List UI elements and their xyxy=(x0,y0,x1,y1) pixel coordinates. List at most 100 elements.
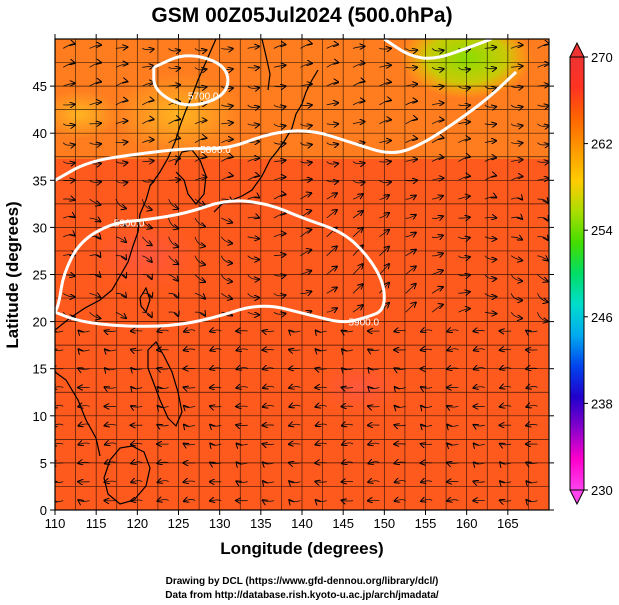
coastline-philippines xyxy=(147,341,183,428)
streamline-250 xyxy=(142,255,152,262)
streamline-27 xyxy=(263,481,275,483)
colorbar-body xyxy=(569,56,585,491)
streamline-377 xyxy=(484,141,496,143)
streamline-157 xyxy=(184,349,196,350)
contour-label: 5900.0 xyxy=(348,318,379,329)
streamline-164 xyxy=(368,349,380,350)
streamline-303 xyxy=(537,218,548,221)
streamline-108 xyxy=(395,406,406,408)
streamline-22 xyxy=(131,481,143,483)
y-tick-label: 30 xyxy=(33,220,47,235)
streamline-308 xyxy=(168,198,179,209)
streamline-176 xyxy=(184,330,196,332)
streamline-311 xyxy=(247,197,259,200)
streamline-95 xyxy=(55,405,64,407)
x-axis-label: Longitude (degrees) xyxy=(220,539,383,558)
streamline-179 xyxy=(263,331,275,332)
contour-line-2 xyxy=(55,199,386,328)
streamline-345 xyxy=(142,161,153,162)
streamline-307 xyxy=(141,199,152,210)
x-tick-label: 140 xyxy=(291,516,313,531)
streamline-241 xyxy=(405,266,416,275)
streamline-217 xyxy=(273,293,286,296)
streamline-367 xyxy=(221,139,233,143)
streamline-8 xyxy=(263,500,275,501)
streamline-416 xyxy=(510,105,522,108)
streamline-459 xyxy=(142,48,153,49)
streamline-6 xyxy=(210,500,222,501)
streamline-152 xyxy=(55,350,64,351)
streamline-30 xyxy=(342,481,354,482)
streamline-358 xyxy=(484,158,496,162)
streamline-469 xyxy=(405,48,418,50)
streamline-186 xyxy=(447,330,459,332)
colorbar-tick-label: 230 xyxy=(591,483,613,498)
streamline-221 xyxy=(379,283,389,294)
streamline-185 xyxy=(421,330,433,332)
streamline-166 xyxy=(421,349,433,350)
colorbar-tick-label: 270 xyxy=(591,50,613,65)
streamline-335 xyxy=(379,180,391,182)
x-tick-label: 125 xyxy=(168,516,190,531)
streamline-298 xyxy=(405,215,416,218)
streamline-271 xyxy=(194,236,205,247)
streamline-379 xyxy=(537,143,549,145)
streamline-380 xyxy=(62,124,74,126)
streamline-371 xyxy=(326,143,339,145)
geopotential-contour-layer: 5700.0 5800.0 5900.0 5900.0 xyxy=(55,39,518,329)
y-tick-label: 20 xyxy=(33,315,47,330)
streamline-273 xyxy=(247,237,259,239)
streamline-272 xyxy=(220,236,232,244)
streamline-440 xyxy=(142,66,153,67)
streamline-342 xyxy=(62,162,74,164)
streamline-76 xyxy=(55,424,64,426)
streamline-131 xyxy=(500,386,512,388)
streamline-117 xyxy=(131,387,143,389)
streamline-453 xyxy=(484,67,496,68)
streamline-274 xyxy=(273,234,286,238)
streamline-219 xyxy=(326,287,337,294)
colorbar-top-arrow xyxy=(569,41,585,58)
streamline-389 xyxy=(300,124,311,126)
y-tick-label: 35 xyxy=(33,173,47,188)
streamline-331 xyxy=(273,177,286,181)
streamline-107 xyxy=(368,406,380,407)
streamline-244 xyxy=(484,274,497,279)
streamline-360 xyxy=(537,162,549,163)
streamline-177 xyxy=(210,330,222,331)
streamline-425 xyxy=(247,86,259,88)
streamline-182 xyxy=(342,331,354,332)
x-tick-label: 160 xyxy=(456,516,478,531)
coastline-layer xyxy=(55,39,319,505)
streamline-270 xyxy=(168,236,179,247)
streamline-470 xyxy=(431,48,444,51)
streamline-181 xyxy=(316,330,327,332)
colorbar: 230 238 246 254 262 270 xyxy=(569,41,613,506)
streamline-405 xyxy=(221,105,233,106)
contour-line-1 xyxy=(55,70,518,182)
streamline-399 xyxy=(63,104,74,105)
streamline-169 xyxy=(500,349,512,350)
streamline-232 xyxy=(168,274,179,281)
streamline-9 xyxy=(289,500,301,502)
streamline-23 xyxy=(158,481,169,483)
streamline-205 xyxy=(458,309,469,313)
streamline-269 xyxy=(141,236,152,246)
streamline-101 xyxy=(210,406,222,407)
streamline-113 xyxy=(526,405,538,407)
streamline-18 xyxy=(526,500,538,502)
y-tick-label: 0 xyxy=(40,503,47,518)
streamline-329 xyxy=(221,176,233,181)
contour-label: 5900.0 xyxy=(114,219,145,230)
streamline-374 xyxy=(405,139,418,143)
streamline-428 xyxy=(326,82,339,87)
x-tick-label: 130 xyxy=(209,516,231,531)
streamline-81 xyxy=(184,425,196,427)
streamline-282 xyxy=(484,237,497,239)
contour-line-3 xyxy=(383,39,492,60)
streamline-289 xyxy=(168,217,179,229)
streamline-402 xyxy=(142,100,153,106)
streamline-72 xyxy=(447,444,459,446)
streamline-370 xyxy=(300,143,311,146)
streamline-472 xyxy=(484,47,496,48)
